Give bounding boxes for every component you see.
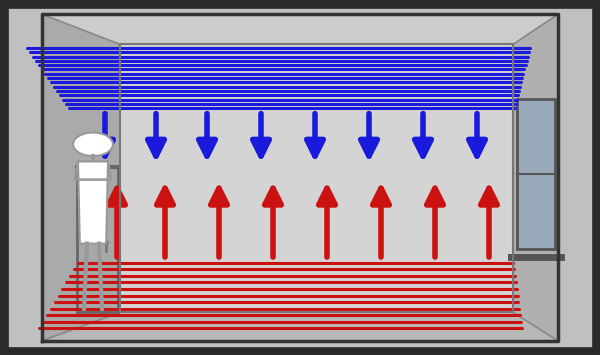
Bar (77, 167, 118, 312)
Polygon shape (42, 14, 120, 341)
Polygon shape (42, 312, 558, 341)
Polygon shape (42, 14, 558, 44)
Circle shape (73, 132, 113, 156)
Polygon shape (513, 14, 558, 341)
Bar (517, 99, 555, 248)
Polygon shape (78, 162, 108, 244)
Polygon shape (120, 44, 513, 312)
